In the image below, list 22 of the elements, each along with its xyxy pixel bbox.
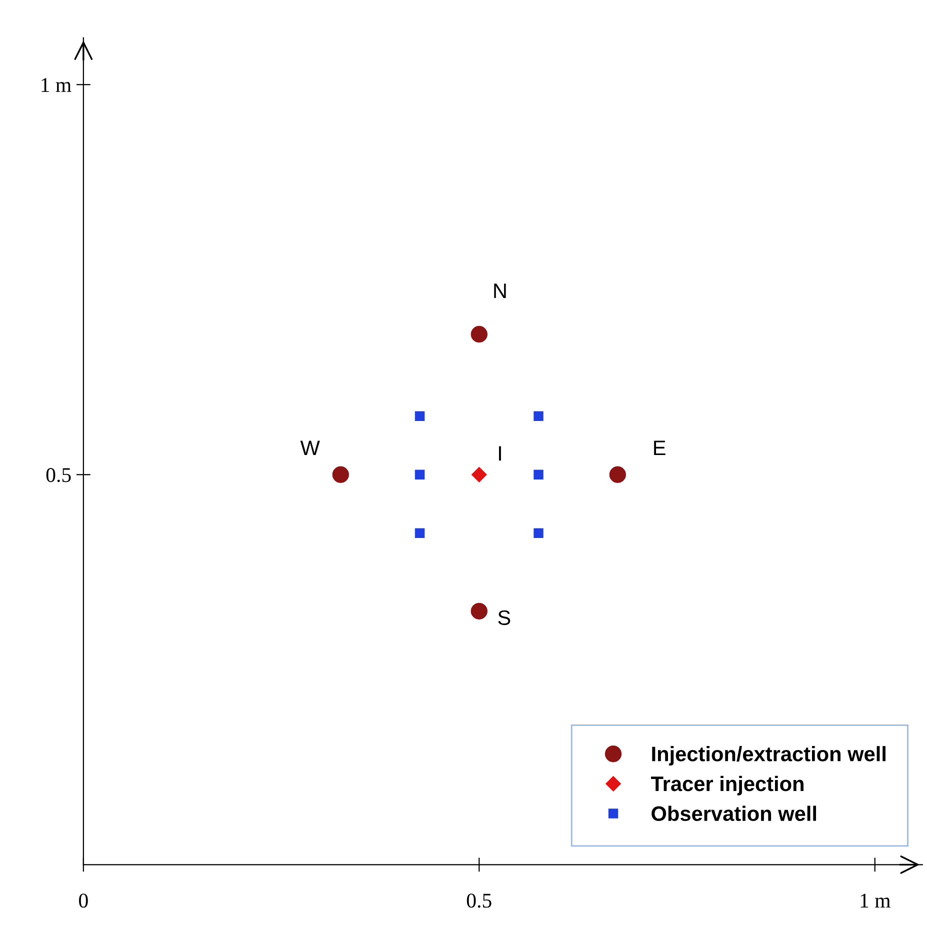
annotation: W [300, 440, 320, 456]
legend-label: Observation well [652, 806, 816, 822]
annotation: I [499, 446, 501, 461]
annotation: E [654, 440, 666, 456]
point [470, 326, 488, 343]
annotation: S [498, 610, 510, 626]
point [609, 466, 626, 483]
x-tick-label: 1 m [860, 894, 890, 908]
point [534, 411, 544, 421]
legend-label: Injection/extraction well [652, 746, 886, 766]
point [534, 528, 544, 538]
legend-label: Tracer injection [651, 776, 804, 796]
point [534, 470, 544, 480]
annotation: N [494, 284, 506, 298]
x-tick-label: 0.5 [466, 894, 492, 908]
point [472, 467, 487, 482]
point [332, 466, 349, 483]
point [414, 411, 425, 421]
point [414, 470, 425, 480]
point [414, 528, 425, 538]
x-tick-label: 0 [79, 894, 88, 908]
point [470, 602, 488, 620]
